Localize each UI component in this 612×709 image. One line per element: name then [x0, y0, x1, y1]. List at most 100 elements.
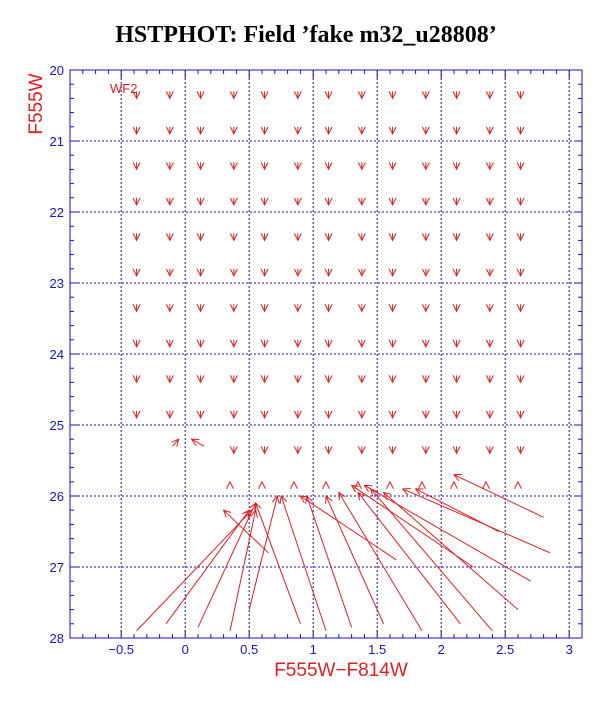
error-vector: [421, 446, 430, 455]
error-vector: [386, 480, 394, 490]
error-vector: [229, 91, 238, 100]
vector-head: [421, 197, 430, 207]
vector-head: [196, 268, 205, 278]
error-vector: [299, 495, 397, 561]
vector-head: [132, 268, 141, 278]
error-vector: [226, 480, 234, 490]
error-vector: [357, 375, 366, 384]
error-vector: [196, 268, 205, 278]
vector-head: [226, 480, 234, 490]
error-vector: [482, 480, 490, 490]
vector-shaft: [306, 495, 353, 628]
vector-head: [414, 488, 424, 496]
error-vector: [452, 446, 461, 455]
error-vector: [196, 126, 205, 136]
error-vector: [350, 484, 474, 568]
vector-head: [324, 233, 333, 242]
vector-head: [485, 162, 494, 171]
vector-head: [132, 304, 141, 313]
vector-head: [242, 509, 250, 518]
error-vector: [132, 233, 141, 242]
vector-head: [452, 197, 461, 207]
y-tick-label: 21: [50, 134, 64, 149]
vector-head: [165, 304, 174, 313]
error-vector: [354, 480, 362, 490]
vector-head: [514, 480, 522, 490]
error-vector: [196, 304, 205, 313]
vector-head: [485, 410, 494, 420]
vector-head: [421, 375, 430, 384]
error-vector: [165, 339, 174, 349]
error-vector: [357, 304, 366, 313]
error-vector: [421, 162, 430, 171]
error-vector: [421, 410, 430, 420]
y-tick-label: 24: [50, 347, 64, 362]
vector-head: [338, 491, 346, 501]
error-vector: [324, 375, 333, 384]
error-vector: [260, 197, 269, 207]
vector-head: [421, 446, 430, 455]
vector-head: [293, 375, 302, 384]
error-vector: [165, 410, 174, 420]
error-vector: [229, 162, 238, 171]
vector-head: [388, 375, 397, 384]
error-vector: [485, 446, 494, 455]
x-tick-label: 2: [438, 642, 445, 657]
vector-head: [324, 91, 333, 100]
error-vector: [248, 494, 280, 610]
error-vector: [260, 126, 269, 136]
vector-head: [196, 339, 205, 349]
error-vector: [388, 446, 397, 455]
error-vector: [418, 480, 426, 490]
vector-head: [357, 446, 366, 455]
vector-head: [516, 375, 525, 384]
vector-head: [229, 162, 238, 171]
error-vector: [516, 375, 525, 384]
error-vector: [293, 304, 302, 313]
vector-head: [485, 91, 494, 100]
vector-head: [293, 162, 302, 171]
error-vector: [260, 91, 269, 100]
error-vector: [165, 126, 174, 136]
vector-head: [452, 304, 461, 313]
error-vector: [293, 162, 302, 171]
vector-head: [357, 91, 366, 100]
error-vector: [293, 126, 302, 136]
vector-head: [452, 268, 461, 278]
vector-head: [196, 197, 205, 207]
vector-head: [229, 91, 238, 100]
error-vector: [293, 446, 302, 455]
x-tick-label: 0.5: [240, 642, 258, 657]
y-tick-label: 22: [50, 205, 64, 220]
error-vector: [485, 304, 494, 313]
vector-shaft: [136, 509, 253, 632]
x-axis-label: F555W−F814W: [274, 660, 408, 681]
vector-shaft: [402, 488, 551, 554]
x-tick-label: −0.5: [108, 642, 134, 657]
error-vector: [388, 197, 397, 207]
vector-head: [229, 197, 238, 207]
vector-head: [357, 304, 366, 313]
vector-head: [229, 268, 238, 278]
vector-head: [293, 304, 302, 313]
error-vector: [196, 91, 205, 100]
vector-head: [196, 410, 205, 420]
vector-shaft: [248, 495, 278, 610]
error-vector: [132, 410, 141, 420]
error-vector: [357, 339, 366, 349]
error-vector: [222, 509, 269, 554]
error-vector: [485, 126, 494, 136]
vector-shaft: [453, 474, 544, 518]
error-vector: [260, 410, 269, 420]
vector-head: [260, 91, 269, 100]
vector-head: [450, 480, 458, 490]
vector-head: [229, 339, 238, 349]
vector-head: [260, 339, 269, 349]
vector-shaft: [325, 495, 385, 625]
vector-head: [165, 197, 174, 207]
error-vector: [452, 197, 461, 207]
vector-head: [485, 126, 494, 136]
error-vector: [260, 304, 269, 313]
vector-head: [421, 126, 430, 136]
vector-head: [388, 268, 397, 278]
